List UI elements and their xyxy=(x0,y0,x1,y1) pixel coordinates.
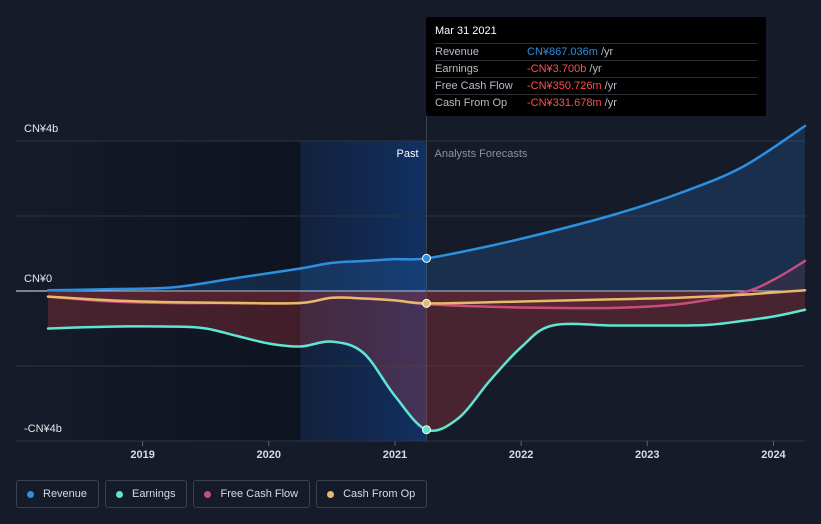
legend-label: Earnings xyxy=(132,488,176,500)
legend-dot-icon xyxy=(204,490,212,498)
tooltip-value: -CN¥3.700b xyxy=(527,63,587,75)
tooltip-unit: /yr xyxy=(601,80,617,92)
tooltip-row-label: Free Cash Flow xyxy=(435,80,513,92)
legend-label: Free Cash Flow xyxy=(220,488,299,500)
tooltip-row: Free Cash Flow -CN¥350.726m /yr xyxy=(435,77,757,94)
revenue-area xyxy=(48,126,805,291)
legend: Revenue Earnings Free Cash Flow Cash From O… xyxy=(16,480,428,508)
x-tick-label-2021: 2021 xyxy=(383,449,407,461)
tooltip-row: Revenue CN¥867.036m /yr xyxy=(435,43,757,60)
legend-item-earnings[interactable]: Earnings xyxy=(105,480,188,508)
tooltip-value: -CN¥350.726m xyxy=(527,80,602,92)
cash-from-op-line xyxy=(46,289,807,305)
x-tick-label-2019: 2019 xyxy=(130,449,154,461)
tooltip-row-label: Cash From Op xyxy=(435,97,508,109)
y-label-zero: CN¥0 xyxy=(24,273,53,285)
tooltip-row-value: CN¥867.036m /yr xyxy=(527,44,613,60)
legend-dot-icon xyxy=(116,490,124,498)
x-tick-label-2024: 2024 xyxy=(761,449,786,461)
earnings-area xyxy=(48,291,805,431)
tooltip-unit: /yr xyxy=(601,97,617,109)
y-label-top: CN¥4b xyxy=(24,123,59,135)
tooltip-value: -CN¥331.678m xyxy=(527,97,602,109)
legend-item-revenue[interactable]: Revenue xyxy=(16,480,100,508)
legend-item-cash-from-op[interactable]: Cash From Op xyxy=(316,480,428,508)
tooltip-unit: /yr xyxy=(597,46,614,58)
past-label: Past xyxy=(396,148,418,160)
tooltip-row-value: -CN¥3.700b /yr xyxy=(527,61,602,77)
tooltip-row-label: Revenue xyxy=(435,46,480,58)
tooltip-row-label: Earnings xyxy=(435,63,479,75)
y-label-bottom: -CN¥4b xyxy=(24,423,62,435)
revenue-line xyxy=(46,124,807,292)
earnings-marker xyxy=(422,425,431,435)
tooltip-row-value: -CN¥331.678m /yr xyxy=(527,95,617,111)
legend-label: Cash From Op xyxy=(343,488,416,500)
tooltip-row-value: -CN¥350.726m /yr xyxy=(527,78,617,94)
x-tick-label-2020: 2020 xyxy=(257,449,281,461)
tooltip-date: Mar 31 2021 xyxy=(435,25,497,37)
tooltip-row: Cash From Op -CN¥331.678m /yr xyxy=(435,94,757,111)
cash-from-op-marker xyxy=(422,298,431,308)
legend-item-free-cash-flow[interactable]: Free Cash Flow xyxy=(193,480,311,508)
free-cash-flow-area xyxy=(48,261,805,309)
tooltip-unit: /yr xyxy=(586,63,602,75)
tooltip-value: CN¥867.036m xyxy=(527,46,598,58)
tooltip-row: Earnings -CN¥3.700b /yr xyxy=(435,60,757,77)
legend-dot-icon xyxy=(27,490,34,498)
revenue-marker xyxy=(422,253,431,263)
legend-dot-icon xyxy=(327,490,335,498)
x-tick-label-2023: 2023 xyxy=(635,449,659,461)
forecast-label: Analysts Forecasts xyxy=(435,148,528,160)
x-tick-label-2022: 2022 xyxy=(509,449,533,461)
legend-label: Revenue xyxy=(43,488,88,500)
tooltip: Mar 31 2021 Revenue CN¥867.036m /yr Earnin… xyxy=(426,17,766,116)
